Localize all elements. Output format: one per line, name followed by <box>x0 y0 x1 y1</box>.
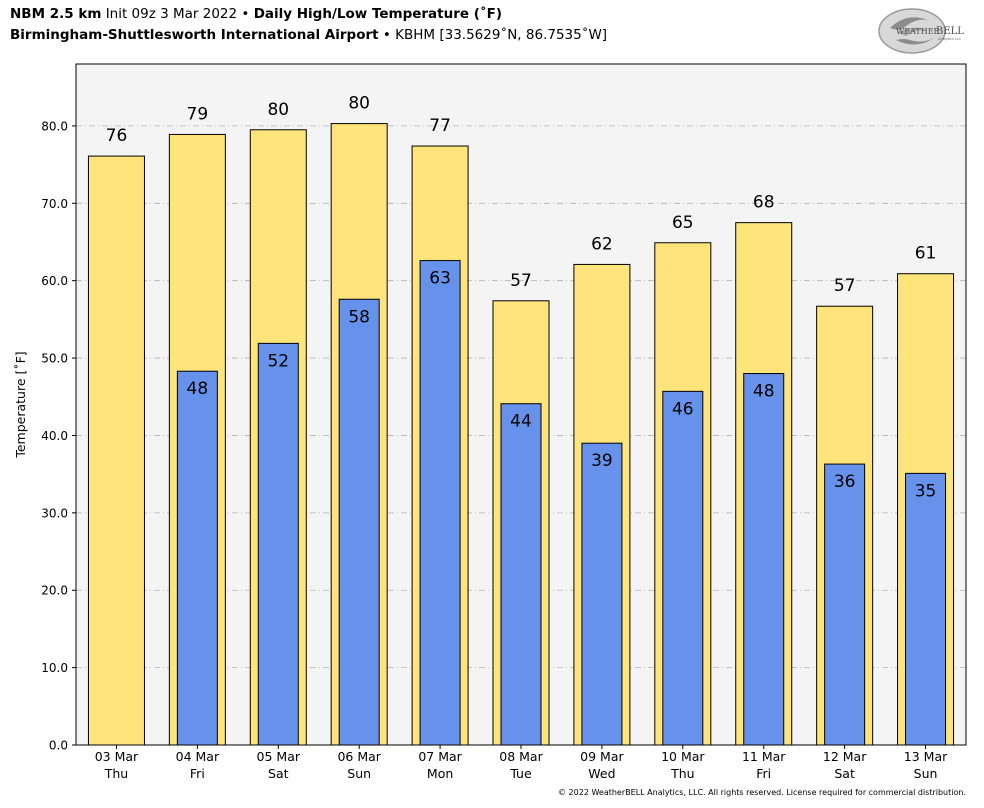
y-tick-label: 80.0 <box>41 119 68 133</box>
station-info: KBHM [33.5629˚N, 86.7535˚W] <box>395 27 608 43</box>
low-temp-label: 48 <box>187 379 209 399</box>
x-tick-label-date: 03 Mar <box>95 749 139 764</box>
x-tick-label-date: 06 Mar <box>337 749 381 764</box>
separator: • <box>382 27 391 43</box>
x-tick-label-weekday: Fri <box>190 766 205 781</box>
init-time: Init 09z 3 Mar 2022 <box>105 6 238 22</box>
logo-text-a: WEATHER <box>896 27 941 36</box>
y-axis-label: Temperature [˚F] <box>13 351 28 458</box>
x-tick-label-date: 05 Mar <box>257 749 301 764</box>
weatherbell-logo: WEATHER BELL Analytics LLC <box>878 8 964 54</box>
x-tick-label-date: 09 Mar <box>580 749 624 764</box>
axes: 0.0 10.0 20.0 30.0 40.0 50.0 60.0 70.0 80.0 03 Ma… <box>41 119 948 781</box>
high-temp-label: 65 <box>672 213 694 233</box>
low-temp-label: 36 <box>834 472 856 492</box>
product-name: Daily High/Low Temperature (˚F) <box>253 6 503 22</box>
x-tick-label-weekday: Fri <box>756 766 771 781</box>
x-tick-label-date: 12 Mar <box>823 749 867 764</box>
y-tick-label: 40.0 <box>41 429 68 443</box>
low-temp-bar <box>257 342 299 746</box>
low-temp-bar <box>581 442 623 746</box>
x-tick-label-date: 08 Mar <box>499 749 543 764</box>
y-tick-label: 0.0 <box>49 739 68 753</box>
x-tick-label-weekday: Thu <box>104 766 128 781</box>
y-tick-label: 50.0 <box>41 352 68 366</box>
high-temp-label: 61 <box>915 244 937 264</box>
low-temp-bar <box>824 463 866 746</box>
high-temp-label: 57 <box>510 271 532 291</box>
chart-title-line-2: Birmingham-Shuttlesworth International A… <box>10 27 607 43</box>
copyright-notice: © 2022 WeatherBELL Analytics, LLC. All r… <box>558 788 966 797</box>
separator: • <box>241 6 250 22</box>
high-temp-label: 62 <box>591 234 613 254</box>
y-tick-label: 30.0 <box>41 506 68 520</box>
x-tick-label-weekday: Tue <box>509 766 532 781</box>
low-temp-bar <box>500 403 542 746</box>
low-temp-label: 46 <box>672 399 694 419</box>
y-tick-label: 20.0 <box>41 584 68 598</box>
logo-subtext: Analytics LLC <box>938 37 962 41</box>
low-temp-bar <box>419 260 461 746</box>
chart-title-line-1: NBM 2.5 km Init 09z 3 Mar 2022 • Daily H… <box>10 6 502 22</box>
x-tick-label-weekday: Sun <box>914 766 938 781</box>
x-tick-label-weekday: Mon <box>427 766 453 781</box>
x-tick-label-date: 10 Mar <box>661 749 705 764</box>
high-temp-label: 76 <box>106 126 128 146</box>
low-temp-label: 58 <box>348 307 370 327</box>
bars: 76 79 48 80 52 80 58 77 63 57 44 62 39 65 46 68 48 57 36 61… <box>87 94 955 746</box>
high-temp-label: 57 <box>834 276 856 296</box>
low-temp-bar <box>176 370 218 746</box>
x-tick-label-date: 13 Mar <box>904 749 948 764</box>
x-tick-label-date: 11 Mar <box>742 749 786 764</box>
x-tick-label-weekday: Thu <box>670 766 694 781</box>
low-temp-label: 52 <box>267 351 289 371</box>
high-temp-label: 80 <box>348 94 370 114</box>
low-temp-bar <box>338 298 380 746</box>
low-temp-label: 44 <box>510 412 532 432</box>
low-temp-label: 39 <box>591 451 613 471</box>
high-temp-label: 79 <box>187 104 209 124</box>
low-temp-bar <box>662 390 704 746</box>
high-temp-label: 77 <box>429 116 451 136</box>
y-tick-label: 60.0 <box>41 274 68 288</box>
x-tick-label-weekday: Wed <box>588 766 615 781</box>
high-temp-bar <box>87 155 145 746</box>
low-temp-bar <box>905 472 947 746</box>
x-tick-label-weekday: Sat <box>268 766 289 781</box>
x-tick-label-date: 07 Mar <box>418 749 462 764</box>
station-name: Birmingham-Shuttlesworth International A… <box>10 27 379 43</box>
low-temp-label: 48 <box>753 382 775 402</box>
logo-text-b: BELL <box>936 26 964 37</box>
low-temp-label: 63 <box>429 269 451 289</box>
x-tick-label-weekday: Sat <box>834 766 855 781</box>
y-tick-label: 10.0 <box>41 661 68 675</box>
x-tick-label-date: 04 Mar <box>176 749 220 764</box>
high-temp-label: 80 <box>267 100 289 120</box>
model-name: NBM 2.5 km <box>10 6 102 22</box>
low-temp-bar <box>743 373 785 746</box>
x-tick-label-weekday: Sun <box>347 766 371 781</box>
high-temp-label: 68 <box>753 193 775 213</box>
y-tick-label: 70.0 <box>41 197 68 211</box>
low-temp-label: 35 <box>915 481 937 501</box>
